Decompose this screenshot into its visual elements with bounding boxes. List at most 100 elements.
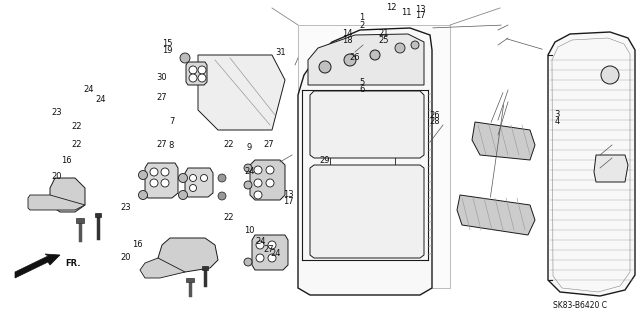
Text: 27: 27 [264, 140, 274, 149]
Polygon shape [472, 122, 535, 160]
Circle shape [179, 190, 188, 199]
Text: 27: 27 [156, 93, 166, 102]
Text: 27: 27 [264, 245, 274, 254]
Polygon shape [28, 195, 85, 210]
Circle shape [179, 174, 188, 182]
Text: 6: 6 [359, 85, 364, 94]
Polygon shape [202, 266, 208, 270]
Text: 14: 14 [342, 29, 353, 38]
Text: 27: 27 [156, 140, 166, 149]
Circle shape [254, 191, 262, 199]
Circle shape [601, 66, 619, 84]
Circle shape [189, 174, 196, 182]
Circle shape [342, 112, 358, 128]
Circle shape [150, 179, 158, 187]
Circle shape [138, 170, 147, 180]
Polygon shape [252, 235, 288, 270]
Text: 2: 2 [359, 21, 364, 30]
Text: 24: 24 [83, 85, 93, 94]
Circle shape [268, 241, 276, 249]
Circle shape [218, 174, 226, 182]
Text: 23: 23 [121, 204, 131, 212]
Polygon shape [50, 178, 85, 212]
Polygon shape [310, 165, 424, 258]
Polygon shape [186, 62, 207, 85]
Circle shape [189, 184, 196, 191]
Text: 25: 25 [379, 36, 389, 45]
Text: 15: 15 [163, 39, 173, 48]
Circle shape [385, 180, 395, 190]
Text: 26: 26 [430, 111, 440, 120]
Circle shape [268, 254, 276, 262]
Circle shape [256, 241, 264, 249]
Polygon shape [198, 55, 285, 130]
Circle shape [395, 43, 405, 53]
Text: 19: 19 [163, 46, 173, 55]
Circle shape [254, 166, 262, 174]
Polygon shape [457, 195, 535, 235]
Text: 10: 10 [244, 226, 255, 235]
Polygon shape [95, 213, 101, 217]
Circle shape [375, 100, 385, 110]
Text: 28: 28 [430, 117, 440, 126]
Text: 17: 17 [283, 197, 293, 206]
Circle shape [244, 258, 252, 266]
Text: 1: 1 [359, 13, 364, 22]
Circle shape [161, 168, 169, 176]
Polygon shape [76, 218, 84, 223]
Circle shape [198, 74, 206, 82]
Text: 21: 21 [379, 29, 389, 38]
Circle shape [254, 179, 262, 187]
Text: 16: 16 [61, 156, 71, 165]
Text: 22: 22 [224, 140, 234, 149]
Circle shape [218, 192, 226, 200]
Circle shape [244, 164, 252, 172]
Polygon shape [308, 34, 424, 85]
Text: 12: 12 [387, 4, 397, 12]
Text: 16: 16 [132, 240, 143, 249]
Text: 24: 24 [244, 167, 255, 176]
Circle shape [200, 174, 207, 182]
Circle shape [180, 53, 190, 63]
Circle shape [370, 50, 380, 60]
Text: 24: 24 [95, 95, 106, 104]
Polygon shape [15, 254, 60, 278]
Text: 8: 8 [169, 141, 174, 150]
Text: 5: 5 [359, 78, 364, 87]
Circle shape [189, 66, 197, 74]
Circle shape [138, 190, 147, 199]
Text: 22: 22 [224, 213, 234, 222]
Polygon shape [186, 278, 194, 282]
Text: 22: 22 [72, 122, 82, 131]
Text: 13: 13 [283, 190, 293, 199]
Circle shape [189, 74, 197, 82]
Text: 18: 18 [342, 36, 353, 45]
Polygon shape [298, 28, 432, 295]
Circle shape [244, 181, 252, 189]
Text: 11: 11 [401, 8, 412, 17]
Polygon shape [298, 25, 450, 288]
Circle shape [266, 179, 274, 187]
Text: 29: 29 [320, 156, 330, 165]
Circle shape [256, 254, 264, 262]
Polygon shape [250, 160, 285, 200]
Text: 20: 20 [51, 172, 61, 181]
Text: 13: 13 [415, 5, 426, 14]
Circle shape [319, 61, 331, 73]
Text: SK83-B6420 C: SK83-B6420 C [553, 300, 607, 309]
Text: 20: 20 [121, 253, 131, 262]
Circle shape [266, 166, 274, 174]
Polygon shape [140, 258, 185, 278]
Text: 4: 4 [554, 117, 559, 126]
Text: 22: 22 [72, 140, 82, 149]
Text: FR.: FR. [65, 258, 81, 268]
Circle shape [161, 179, 169, 187]
Polygon shape [310, 91, 424, 158]
Polygon shape [594, 155, 628, 182]
Text: 26: 26 [350, 53, 360, 62]
Circle shape [198, 66, 206, 74]
Polygon shape [145, 163, 178, 198]
Polygon shape [158, 238, 218, 272]
Text: 24: 24 [270, 249, 280, 258]
Text: 30: 30 [156, 73, 166, 82]
